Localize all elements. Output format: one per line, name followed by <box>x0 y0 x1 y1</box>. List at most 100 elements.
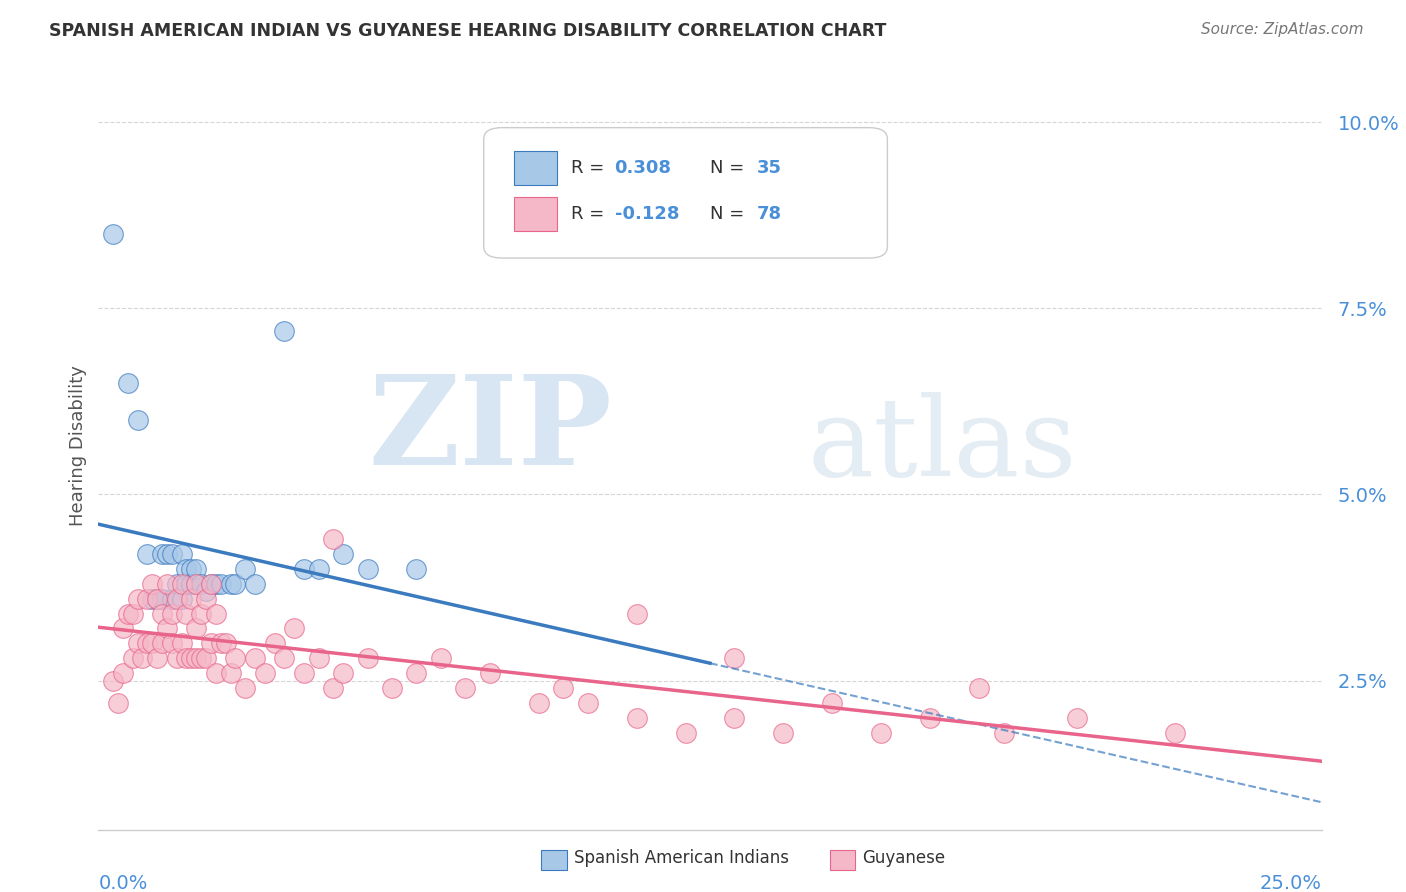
Point <box>117 376 139 390</box>
Point <box>381 681 404 695</box>
Text: SPANISH AMERICAN INDIAN VS GUYANESE HEARING DISABILITY CORRELATION CHART: SPANISH AMERICAN INDIAN VS GUYANESE HEAR… <box>49 22 887 40</box>
Point <box>1066 711 1088 725</box>
Point <box>626 711 648 725</box>
Point <box>283 622 305 636</box>
Point <box>160 547 183 561</box>
Point <box>156 547 179 561</box>
Point <box>166 576 188 591</box>
Point <box>219 666 242 681</box>
Point <box>200 576 222 591</box>
Text: ZIP: ZIP <box>368 370 612 491</box>
Point <box>121 607 143 621</box>
Point <box>209 576 232 591</box>
Point <box>967 681 990 695</box>
Text: R =: R = <box>571 159 610 177</box>
Point <box>146 591 169 606</box>
Point <box>160 591 183 606</box>
Point <box>186 622 208 636</box>
Text: Spanish American Indians: Spanish American Indians <box>574 849 789 867</box>
Point <box>156 622 179 636</box>
Point <box>219 576 242 591</box>
Point <box>273 651 295 665</box>
Point <box>117 607 139 621</box>
Point <box>101 227 124 241</box>
Point <box>176 607 198 621</box>
Point <box>156 576 179 591</box>
Point <box>200 576 222 591</box>
Point <box>430 651 453 665</box>
Point <box>205 666 228 681</box>
Point <box>675 725 697 739</box>
Point <box>273 324 295 338</box>
Point <box>527 696 550 710</box>
Point <box>176 562 198 576</box>
Text: 0.0%: 0.0% <box>98 874 148 892</box>
Point <box>292 666 315 681</box>
Point <box>308 562 330 576</box>
Point <box>127 413 149 427</box>
Point <box>205 607 228 621</box>
Point <box>723 651 745 665</box>
Point <box>224 651 246 665</box>
Text: atlas: atlas <box>808 392 1077 500</box>
Point <box>190 651 212 665</box>
Text: R =: R = <box>571 204 610 223</box>
Point <box>243 576 266 591</box>
Point <box>186 576 208 591</box>
Point <box>131 651 153 665</box>
Point <box>111 622 134 636</box>
Point <box>1164 725 1187 739</box>
Point <box>141 576 163 591</box>
Text: 35: 35 <box>756 159 782 177</box>
Point <box>146 591 169 606</box>
Point <box>141 591 163 606</box>
Point <box>190 607 212 621</box>
Point <box>356 651 378 665</box>
Text: -0.128: -0.128 <box>614 204 679 223</box>
Text: N =: N = <box>710 204 749 223</box>
Point <box>292 562 315 576</box>
Point <box>405 666 427 681</box>
Point <box>160 607 183 621</box>
Point <box>176 576 198 591</box>
Point <box>332 547 354 561</box>
Point <box>180 562 202 576</box>
Point <box>141 636 163 650</box>
Text: 78: 78 <box>756 204 782 223</box>
Point <box>195 591 218 606</box>
Point <box>723 711 745 725</box>
Point <box>405 562 427 576</box>
Point <box>233 681 256 695</box>
Point <box>356 562 378 576</box>
Point <box>772 725 794 739</box>
Point <box>195 651 218 665</box>
Point <box>170 591 193 606</box>
Point <box>150 607 173 621</box>
FancyBboxPatch shape <box>484 128 887 258</box>
Point <box>160 636 183 650</box>
Point <box>920 711 942 725</box>
Point <box>870 725 893 739</box>
Point <box>170 576 193 591</box>
Point <box>553 681 575 695</box>
Point <box>180 591 202 606</box>
Point <box>186 562 208 576</box>
Point <box>180 576 202 591</box>
Point <box>308 651 330 665</box>
Point <box>626 607 648 621</box>
Point <box>233 562 256 576</box>
Point <box>332 666 354 681</box>
Point <box>478 666 501 681</box>
Point <box>150 636 173 650</box>
Point <box>136 547 159 561</box>
Y-axis label: Hearing Disability: Hearing Disability <box>69 366 87 526</box>
Point <box>111 666 134 681</box>
Point <box>180 651 202 665</box>
Text: 25.0%: 25.0% <box>1260 874 1322 892</box>
Point <box>150 591 173 606</box>
Point <box>121 651 143 665</box>
Point <box>195 584 218 599</box>
Point <box>166 651 188 665</box>
Point <box>454 681 477 695</box>
Point <box>200 636 222 650</box>
